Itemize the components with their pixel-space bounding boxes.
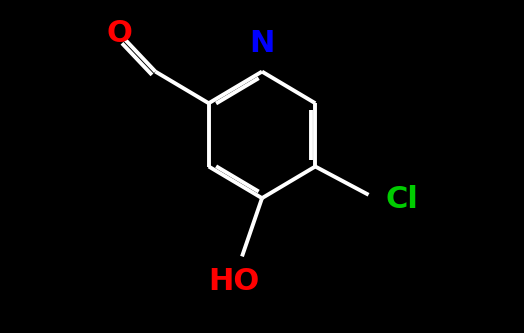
Text: Cl: Cl <box>385 185 418 214</box>
Text: N: N <box>249 29 275 58</box>
Text: HO: HO <box>208 267 259 296</box>
Text: O: O <box>106 19 133 48</box>
